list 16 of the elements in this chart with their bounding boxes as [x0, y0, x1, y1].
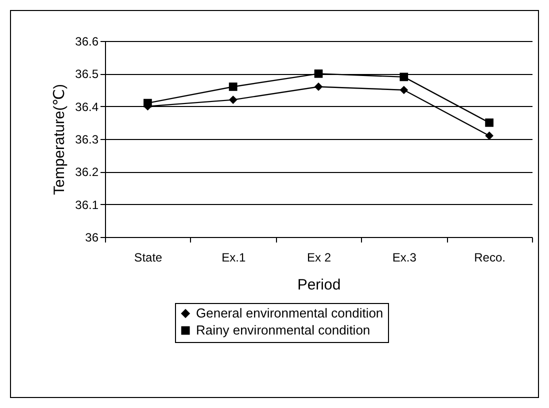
y-axis-title: Temperature(℃)	[51, 84, 68, 196]
x-axis-title: Period	[297, 276, 341, 294]
y-tick-label: 36.2	[75, 165, 99, 180]
legend-label: Rainy environmental condition	[196, 322, 370, 338]
x-tick-label: Ex.1	[222, 250, 246, 264]
x-tick-label: Ex 2	[306, 250, 332, 264]
y-tick-label: 36.5	[75, 67, 99, 82]
x-tick-label: Ex.3	[392, 250, 417, 264]
x-tick-label: Reco.	[474, 250, 506, 264]
y-tick-label: 36	[85, 230, 99, 244]
y-tick-label: 36.4	[75, 100, 99, 114]
legend-label: General environmental condition	[196, 306, 384, 320]
y-tick-label: 36.6	[75, 34, 99, 48]
x-tick-label: State	[134, 250, 163, 264]
y-tick-label: 36.3	[75, 132, 99, 146]
y-tick-label: 36.1	[75, 198, 99, 212]
